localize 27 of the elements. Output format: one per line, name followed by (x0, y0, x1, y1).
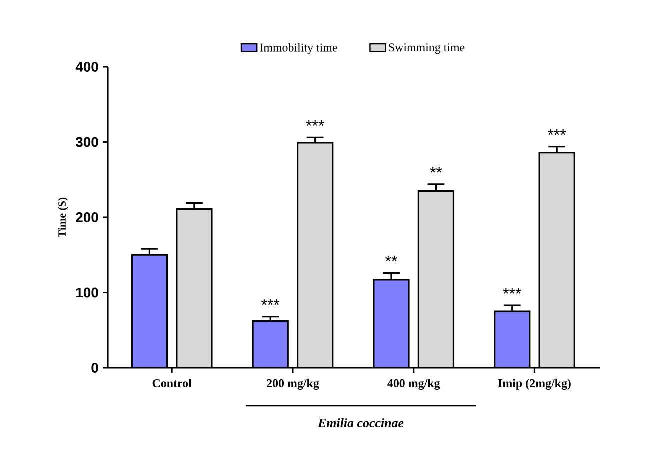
y-tick-label: 0 (92, 363, 98, 373)
x-tick-label: Control (152, 379, 192, 388)
bar (253, 321, 288, 368)
y-tick-label: 100 (76, 288, 98, 298)
annotation: *** (503, 288, 522, 294)
x-tick-label: 200 mg/kg (267, 379, 320, 390)
bar (374, 280, 410, 368)
bar (176, 209, 212, 368)
x-tick-label: 400 mg/kg (388, 379, 440, 390)
y-tick-label: 200 (76, 212, 98, 222)
text: Emilia coccinae (318, 418, 404, 428)
annotation: *** (306, 120, 324, 126)
y-tick-label: 400 (76, 62, 98, 72)
bar (132, 255, 168, 368)
annotation: *** (548, 129, 566, 136)
annotation: ** (430, 167, 442, 173)
annotation: *** (262, 300, 280, 306)
legend-label: Swimming time (389, 44, 465, 54)
y-tick-label: 300 (76, 137, 98, 148)
bar (494, 310, 531, 368)
y-axis-title: Time (S) (58, 198, 68, 238)
legend-label: Immobility time (260, 43, 338, 54)
bar (418, 191, 454, 368)
annotation: ** (386, 256, 398, 262)
bar (538, 152, 576, 368)
x-tick-label: Imip (2mg/kg) (498, 379, 571, 390)
bar (298, 143, 333, 368)
